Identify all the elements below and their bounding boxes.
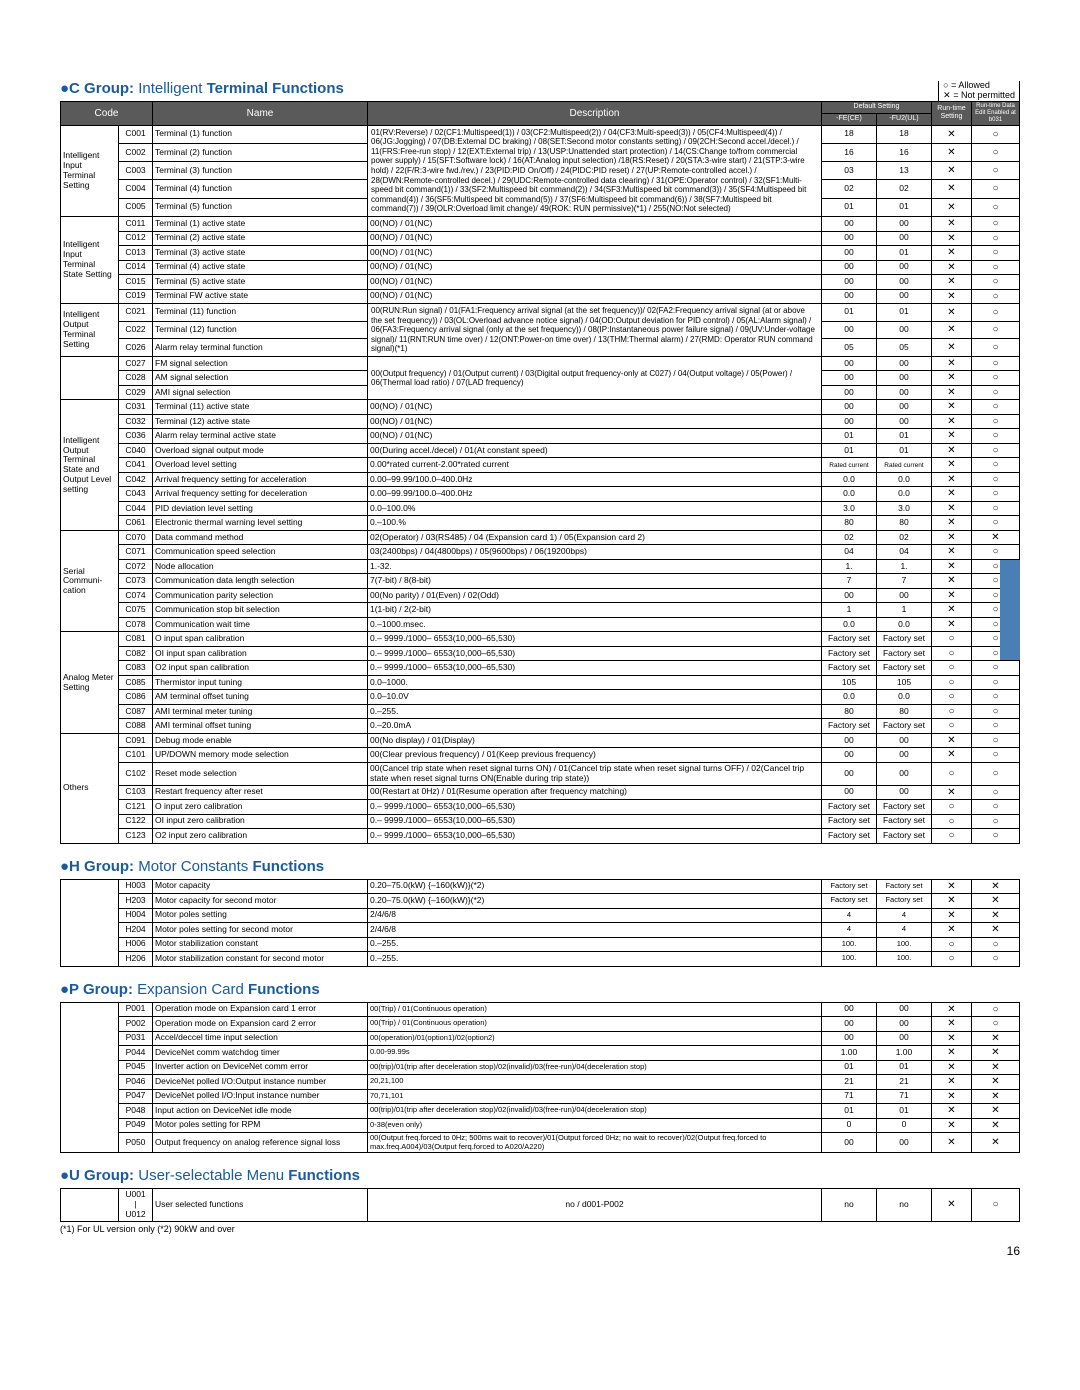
table-row: C122OI input zero calibration0.– 9999./1… — [61, 814, 1020, 829]
table-row: C086AM terminal offset tuning0.0–10.0V0.… — [61, 690, 1020, 705]
table-row: P002Operation mode on Expansion card 2 e… — [61, 1017, 1020, 1032]
table-row: C082OI input span calibration0.– 9999./1… — [61, 646, 1020, 661]
table-row: H204Motor poles setting for second motor… — [61, 923, 1020, 938]
th-code: Code — [61, 102, 153, 126]
table-row: P031Accel/deccel time input selection00(… — [61, 1031, 1020, 1046]
table-row: C015Terminal (5) active state00(NO) / 01… — [61, 275, 1020, 290]
legend: ○ = Allowed ✕ = Not permitted — [938, 81, 1020, 101]
section-p-title: ●P Group: Expansion Card Functions — [60, 981, 1020, 998]
table-row: H006Motor stabilization constant0.–255.1… — [61, 937, 1020, 952]
table-row: H206Motor stabilization constant for sec… — [61, 952, 1020, 967]
table-row: C042Arrival frequency setting for accele… — [61, 472, 1020, 487]
u-table: U001 | U012User selected functionsno / d… — [60, 1188, 1020, 1221]
table-row: C019Terminal FW active state00(NO) / 01(… — [61, 289, 1020, 304]
table-row: C032Terminal (12) active state00(NO) / 0… — [61, 414, 1020, 429]
section-h-title: ●H Group: Motor Constants Functions — [60, 858, 1020, 875]
table-row: C040Overload signal output mode00(During… — [61, 443, 1020, 458]
side-tab — [1000, 560, 1020, 660]
table-row: H003Motor capacity0.20–75.0(kW) {–160(kW… — [61, 879, 1020, 894]
table-row: C078Communication wait time0.–1000.msec.… — [61, 617, 1020, 632]
table-row: Serial Communi-cationC070Data command me… — [61, 530, 1020, 545]
p-table: P001Operation mode on Expansion card 1 e… — [60, 1002, 1020, 1154]
table-row: C123O2 input zero calibration0.– 9999./1… — [61, 829, 1020, 844]
table-row: P001Operation mode on Expansion card 1 e… — [61, 1002, 1020, 1017]
table-row: C071Communication speed selection03(2400… — [61, 545, 1020, 560]
table-row: Analog Meter SettingC081O input span cal… — [61, 632, 1020, 647]
table-row: C121O input zero calibration0.– 9999./10… — [61, 800, 1020, 815]
table-row: Intelligent Output Terminal State and Ou… — [61, 400, 1020, 415]
table-row: H203Motor capacity for second motor0.20–… — [61, 894, 1020, 909]
page-number: 16 — [60, 1244, 1020, 1258]
table-row: C014Terminal (4) active state00(NO) / 01… — [61, 260, 1020, 275]
table-row: C083O2 input span calibration0.– 9999./1… — [61, 661, 1020, 676]
table-row: C061Electronic thermal warning level set… — [61, 516, 1020, 531]
table-row: C085Thermistor input tuning0.0–1000.1051… — [61, 675, 1020, 690]
table-row: C013Terminal (3) active state00(NO) / 01… — [61, 246, 1020, 261]
table-row: P048Input action on DeviceNet idle mode0… — [61, 1104, 1020, 1119]
table-row: C075Communication stop bit selection1(1-… — [61, 603, 1020, 618]
table-row: C074Communication parity selection00(No … — [61, 588, 1020, 603]
table-row: P050Output frequency on analog reference… — [61, 1133, 1020, 1153]
table-row: H004Motor poles setting2/4/6/844✕✕ — [61, 908, 1020, 923]
table-row: Intelligent Output Terminal SettingC021T… — [61, 304, 1020, 322]
table-row: C087AMI terminal meter tuning0.–255.8080… — [61, 704, 1020, 719]
table-row: C043Arrival frequency setting for decele… — [61, 487, 1020, 502]
table-row: C012Terminal (2) active state00(NO) / 01… — [61, 231, 1020, 246]
footnote: (*1) For UL version only (*2) 90kW and o… — [60, 1224, 1020, 1234]
table-row: C041Overload level setting0.00*rated cur… — [61, 458, 1020, 473]
table-row: C102Reset mode selection00(Cancel trip s… — [61, 762, 1020, 785]
table-row: C101UP/DOWN memory mode selection00(Clea… — [61, 748, 1020, 763]
table-row: C073Communication data length selection7… — [61, 574, 1020, 589]
section-u-title: ●U Group: User-selectable Menu Functions — [60, 1167, 1020, 1184]
table-row: P049Motor poles setting for RPM0-38(even… — [61, 1118, 1020, 1133]
table-row: OthersC091Debug mode enable00(No display… — [61, 733, 1020, 748]
table-row: C072Node allocation1.-32.1.1.✕○ — [61, 559, 1020, 574]
table-row: P045Inverter action on DeviceNet comm er… — [61, 1060, 1020, 1075]
table-row: C044PID deviation level setting0.0–100.0… — [61, 501, 1020, 516]
table-row: P044DeviceNet comm watchdog timer0.00-99… — [61, 1046, 1020, 1061]
table-row: P046DeviceNet polled I/O:Output instance… — [61, 1075, 1020, 1090]
table-row: C103Restart frequency after reset00(Rest… — [61, 785, 1020, 800]
section-c-title: ●C Group: Intelligent Terminal Functions — [60, 80, 344, 97]
c-table: Code Name Description Default Setting Ru… — [60, 101, 1020, 844]
table-row: C027FM signal selection00(Output frequen… — [61, 356, 1020, 371]
table-row: Intelligent Input Terminal State Setting… — [61, 217, 1020, 232]
th-default: Default Setting — [821, 102, 931, 114]
table-row: U001 | U012User selected functionsno / d… — [61, 1189, 1020, 1221]
th-runtime: Run-time Setting — [932, 102, 972, 126]
table-row: C088AMI terminal offset tuning0.–20.0mAF… — [61, 719, 1020, 734]
table-row: Intelligent Input Terminal SettingC001Te… — [61, 125, 1020, 143]
table-row: P047DeviceNet polled I/O:Input instance … — [61, 1089, 1020, 1104]
th-name: Name — [153, 102, 368, 126]
th-desc: Description — [368, 102, 822, 126]
h-table: H003Motor capacity0.20–75.0(kW) {–160(kW… — [60, 879, 1020, 967]
table-row: C036Alarm relay terminal active state00(… — [61, 429, 1020, 444]
th-rundata: Run-time Data Edit Enabled at b031 — [972, 102, 1020, 126]
